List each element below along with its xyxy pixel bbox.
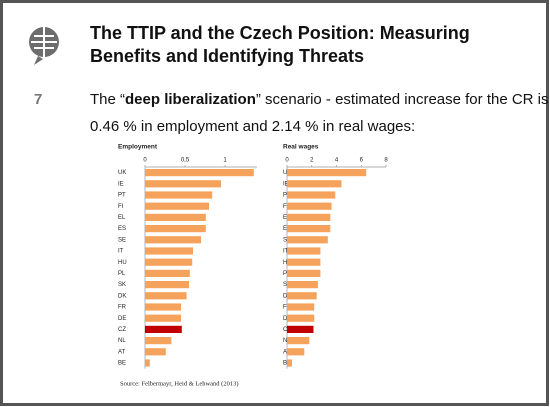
bar xyxy=(287,269,321,277)
y-tick-label: AT xyxy=(283,349,291,355)
y-tick-label: AT xyxy=(118,349,126,355)
bar xyxy=(145,169,254,177)
y-tick-label: DE xyxy=(118,316,126,322)
bar xyxy=(287,281,318,289)
y-tick-label: SE xyxy=(118,237,126,243)
bar xyxy=(145,314,181,322)
slide-title: Benefits and Identifying Threats xyxy=(90,46,364,66)
bar xyxy=(145,202,209,210)
y-tick-label: PL xyxy=(118,271,126,277)
y-tick-label: PT xyxy=(118,193,126,199)
y-tick-label: UK xyxy=(118,170,126,176)
bar xyxy=(287,348,305,356)
y-tick-label: IE xyxy=(283,181,289,187)
bar xyxy=(287,191,336,199)
bar xyxy=(287,292,317,300)
bar xyxy=(145,337,172,345)
bar xyxy=(145,213,206,221)
body-part: ” scenario - estimated increase for the … xyxy=(256,91,549,108)
bar xyxy=(145,359,150,367)
bar xyxy=(287,303,315,311)
x-tick-label: 2 xyxy=(310,158,314,164)
x-tick-label: 8 xyxy=(384,158,388,164)
x-tick-label: 6 xyxy=(360,158,364,164)
y-tick-label: NL xyxy=(118,338,126,344)
y-tick-label: BE xyxy=(118,361,126,367)
bar xyxy=(287,225,331,233)
y-tick-label: CZ xyxy=(118,327,126,333)
body-text: 0.46 % in employment and 2.14 % in real … xyxy=(90,118,415,135)
y-tick-label: EL xyxy=(118,215,126,221)
source: Source: Felbermayr, Heid & Lehwand (2013… xyxy=(120,380,239,387)
bar xyxy=(145,236,201,244)
bar xyxy=(287,258,321,266)
body-emphasis: deep liberalization xyxy=(125,91,256,108)
bar xyxy=(287,169,367,177)
y-tick-label: FI xyxy=(118,204,124,210)
x-tick-label: 0 xyxy=(285,158,289,164)
y-tick-label: SK xyxy=(118,282,126,288)
slide-number: 7 xyxy=(34,91,42,108)
chart-title: Employment xyxy=(118,144,158,151)
bar xyxy=(287,202,332,210)
bar xyxy=(145,348,166,356)
chart-title: Real wages xyxy=(283,144,319,151)
y-tick-label: FR xyxy=(118,305,127,311)
body-text: The “deep liberalization” scenario - est… xyxy=(90,91,549,108)
x-tick-label: 0,5 xyxy=(181,158,190,164)
bar xyxy=(287,314,315,322)
x-tick-label: 4 xyxy=(335,158,339,164)
slide-title: The TTIP and the Czech Position: Measuri… xyxy=(90,23,470,43)
y-tick-label: IT xyxy=(118,249,124,255)
bar xyxy=(145,225,206,233)
y-tick-label: HU xyxy=(118,260,127,266)
bar xyxy=(145,292,187,300)
y-tick-label: DK xyxy=(118,293,126,299)
bar xyxy=(145,281,189,289)
bar xyxy=(145,180,221,188)
y-tick-label: IT xyxy=(283,249,289,255)
bar xyxy=(287,325,314,333)
bar xyxy=(287,247,321,255)
bar xyxy=(145,191,213,199)
logo xyxy=(29,27,59,65)
x-tick-label: 0 xyxy=(143,158,147,164)
bar xyxy=(287,236,328,244)
bar xyxy=(287,337,310,345)
bar xyxy=(145,303,181,311)
bar xyxy=(145,325,182,333)
y-tick-label: ES xyxy=(118,226,126,232)
bar xyxy=(145,258,193,266)
y-tick-label: IE xyxy=(118,181,124,187)
body-part: The “ xyxy=(90,91,125,108)
bar xyxy=(145,269,190,277)
bar xyxy=(287,213,331,221)
y-tick-label: FI xyxy=(283,204,289,210)
x-tick-label: 1 xyxy=(223,158,227,164)
bar xyxy=(287,180,342,188)
bar xyxy=(287,359,292,367)
bar xyxy=(145,247,193,255)
